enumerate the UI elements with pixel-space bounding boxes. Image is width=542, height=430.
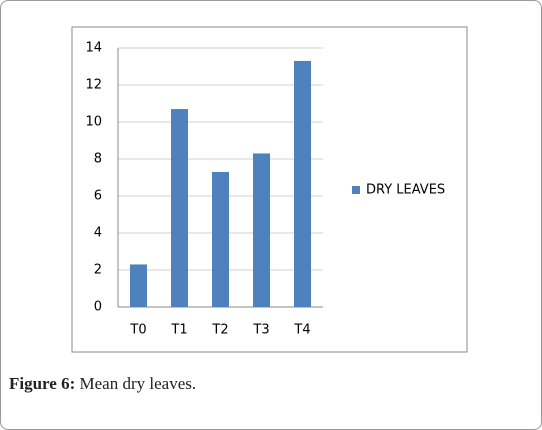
y-tick-label: 4	[94, 226, 102, 241]
x-tick-label: T0	[129, 323, 146, 338]
y-tick-label: 12	[85, 78, 102, 93]
caption-text: Mean dry leaves.	[79, 374, 197, 393]
caption-label: Figure 6:	[9, 374, 76, 393]
x-tick-label: T1	[170, 323, 187, 338]
bar	[294, 60, 311, 308]
y-tick-label: 0	[94, 300, 102, 315]
bar	[212, 171, 229, 307]
legend-swatch	[352, 186, 360, 194]
y-tick-label: 14	[85, 41, 102, 56]
y-tick-label: 8	[94, 152, 102, 167]
x-tick-label: T3	[252, 323, 269, 338]
caption: Figure 6: Mean dry leaves.	[9, 374, 196, 394]
x-tick-label: T2	[211, 323, 228, 338]
bar	[130, 264, 147, 307]
y-tick-label: 10	[85, 115, 102, 130]
bar	[253, 153, 270, 307]
bar	[171, 109, 188, 307]
legend-label: DRY LEAVES	[366, 183, 445, 198]
y-tick-label: 2	[94, 263, 102, 278]
y-tick-label: 6	[94, 189, 102, 204]
x-tick-label: T4	[293, 323, 310, 338]
